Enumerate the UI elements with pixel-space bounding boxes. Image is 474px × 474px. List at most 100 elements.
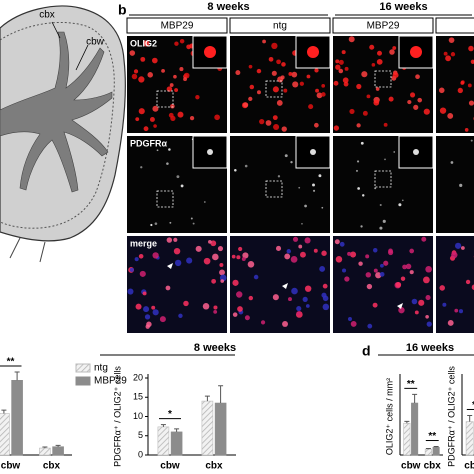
- bar: [0, 413, 10, 456]
- cell: [348, 36, 355, 43]
- micrograph: [436, 136, 474, 233]
- cell: [169, 221, 172, 224]
- cell: [249, 84, 255, 90]
- cell: [458, 309, 464, 314]
- cell: [195, 94, 200, 100]
- cell: [195, 245, 202, 252]
- cell: [146, 321, 152, 328]
- cell: [341, 50, 346, 55]
- cell: [151, 57, 158, 64]
- cell: [439, 285, 445, 291]
- cell: [298, 244, 303, 249]
- cell: [379, 271, 385, 277]
- cell: [271, 70, 277, 76]
- cell: [203, 257, 211, 265]
- cell: [321, 92, 326, 97]
- cell: [219, 263, 224, 267]
- cell: [369, 44, 375, 50]
- cell: [213, 305, 218, 310]
- cell: [300, 251, 306, 258]
- column-header: ntg: [273, 21, 287, 32]
- cell: [281, 62, 286, 67]
- cell: [265, 120, 272, 126]
- bar: [424, 448, 432, 456]
- cell: [338, 59, 344, 65]
- cell: [376, 58, 383, 65]
- cell: [277, 175, 281, 178]
- cell: [425, 294, 431, 301]
- cell: [304, 237, 311, 244]
- error-bar: [42, 446, 48, 449]
- cell: [373, 268, 378, 273]
- cell: [374, 187, 377, 190]
- cell: [405, 263, 412, 270]
- cell: [367, 323, 373, 329]
- cell: [161, 68, 165, 73]
- arrowhead: [167, 263, 173, 269]
- cell: [298, 186, 301, 189]
- cell: [338, 68, 344, 74]
- cell: [333, 80, 339, 86]
- column-header-box: [435, 17, 474, 34]
- inset-cell: [204, 46, 216, 58]
- cell: [322, 295, 329, 302]
- cell: [152, 105, 159, 112]
- cell: [127, 288, 134, 295]
- cell: [375, 272, 382, 279]
- cell: [241, 257, 246, 262]
- group-header: 16 weeks: [379, 1, 427, 13]
- cell: [321, 206, 324, 209]
- roi-box: [374, 170, 392, 188]
- cell: [464, 128, 469, 132]
- cell: [388, 248, 393, 254]
- cell: [388, 96, 394, 102]
- diagram-label: cbw: [86, 37, 105, 48]
- cell: [234, 169, 237, 172]
- micrograph: [436, 36, 474, 133]
- cell: [288, 297, 292, 302]
- cell: [149, 116, 155, 122]
- cell: [288, 72, 293, 76]
- cell: [356, 169, 358, 172]
- cell: [189, 116, 195, 121]
- cell: [210, 240, 217, 247]
- cell: [380, 263, 384, 268]
- cell: [129, 267, 134, 272]
- cell: [379, 203, 382, 207]
- cell: [398, 306, 405, 314]
- cell: [365, 254, 370, 259]
- cell: [276, 59, 281, 65]
- y-axis-label: OLIG2⁺ cells / mm²: [384, 378, 394, 455]
- x-tick-label: cbw: [1, 461, 21, 472]
- cell: [133, 69, 139, 74]
- cell: [168, 148, 171, 151]
- arrowhead: [282, 283, 288, 289]
- cell: [349, 108, 355, 115]
- cell: [362, 110, 368, 116]
- cell: [360, 141, 364, 145]
- cell: [305, 304, 310, 308]
- error-bar: [425, 447, 431, 450]
- cell: [159, 316, 166, 323]
- cell: [138, 108, 145, 115]
- bar: [157, 426, 170, 456]
- cell: [140, 166, 143, 169]
- cell: [335, 256, 343, 263]
- cell: [448, 37, 455, 44]
- roi-box: [156, 90, 174, 108]
- cell: [373, 99, 380, 106]
- cell: [304, 204, 307, 208]
- cell: [143, 306, 150, 313]
- cell: [272, 294, 279, 301]
- cell: [360, 225, 363, 228]
- y-tick-label: 10: [133, 411, 143, 421]
- micrograph: [333, 236, 433, 333]
- cell: [383, 122, 388, 127]
- error-bar: [404, 420, 410, 424]
- row-label: PDGFRα: [130, 138, 168, 148]
- cell: [407, 99, 412, 105]
- cell: [296, 306, 302, 312]
- bar: [52, 446, 64, 456]
- cell: [134, 257, 139, 262]
